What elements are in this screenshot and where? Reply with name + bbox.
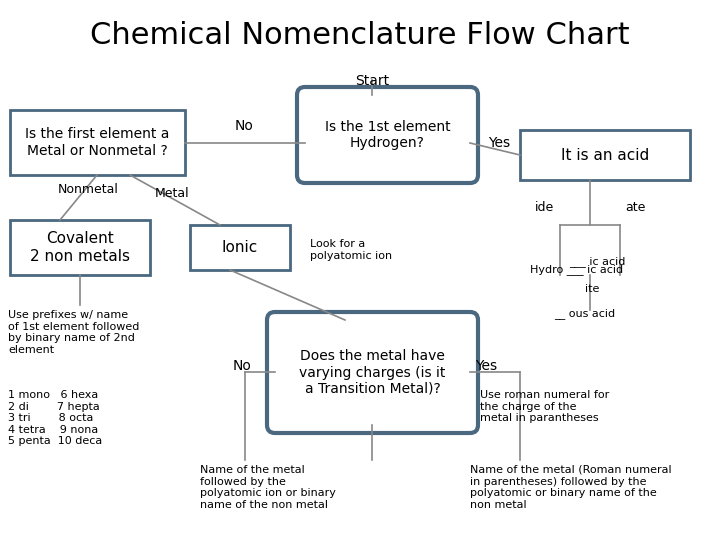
Text: Look for a
polyatomic ion: Look for a polyatomic ion xyxy=(310,239,392,261)
Text: No: No xyxy=(235,119,253,133)
FancyBboxPatch shape xyxy=(267,312,478,433)
FancyBboxPatch shape xyxy=(190,225,290,270)
Text: Yes: Yes xyxy=(488,136,510,150)
Text: Does the metal have
varying charges (is it
a Transition Metal)?: Does the metal have varying charges (is … xyxy=(300,349,446,396)
Text: Covalent
2 non metals: Covalent 2 non metals xyxy=(30,231,130,264)
Text: Nonmetal: Nonmetal xyxy=(58,183,119,196)
Text: Metal: Metal xyxy=(155,187,189,200)
Text: Start: Start xyxy=(355,74,389,88)
Text: Hydro ___ ic acid: Hydro ___ ic acid xyxy=(530,265,623,275)
Text: __ ous acid: __ ous acid xyxy=(554,308,616,319)
Text: Use prefixes w/ name
of 1st element followed
by binary name of 2nd
element: Use prefixes w/ name of 1st element foll… xyxy=(8,310,140,355)
FancyBboxPatch shape xyxy=(10,220,150,275)
Text: Is the 1st element
Hydrogen?: Is the 1st element Hydrogen? xyxy=(325,120,450,150)
Text: Use roman numeral for
the charge of the
metal in parantheses: Use roman numeral for the charge of the … xyxy=(480,390,609,423)
FancyBboxPatch shape xyxy=(10,110,185,175)
Text: ___ ic acid: ___ ic acid xyxy=(569,256,625,267)
Text: 1 mono   6 hexa
2 di        7 hepta
3 tri        8 octa
4 tetra    9 nona
5 pent: 1 mono 6 hexa 2 di 7 hepta 3 tri 8 octa … xyxy=(8,390,102,447)
Text: Is the first element a
Metal or Nonmetal ?: Is the first element a Metal or Nonmetal… xyxy=(25,127,170,158)
FancyBboxPatch shape xyxy=(297,87,478,183)
FancyBboxPatch shape xyxy=(520,130,690,180)
Text: It is an acid: It is an acid xyxy=(561,147,649,163)
Text: ate: ate xyxy=(625,201,645,214)
Text: Name of the metal
followed by the
polyatomic ion or binary
name of the non metal: Name of the metal followed by the polyat… xyxy=(200,465,336,510)
Text: Yes: Yes xyxy=(475,359,497,373)
Text: Chemical Nomenclature Flow Chart: Chemical Nomenclature Flow Chart xyxy=(90,21,630,50)
Text: No: No xyxy=(233,359,252,373)
Text: Name of the metal (Roman numeral
in parentheses) followed by the
polyatomic or b: Name of the metal (Roman numeral in pare… xyxy=(470,465,672,510)
Text: ide: ide xyxy=(536,201,554,214)
Text: Ionic: Ionic xyxy=(222,240,258,255)
Text: ite: ite xyxy=(585,284,599,294)
